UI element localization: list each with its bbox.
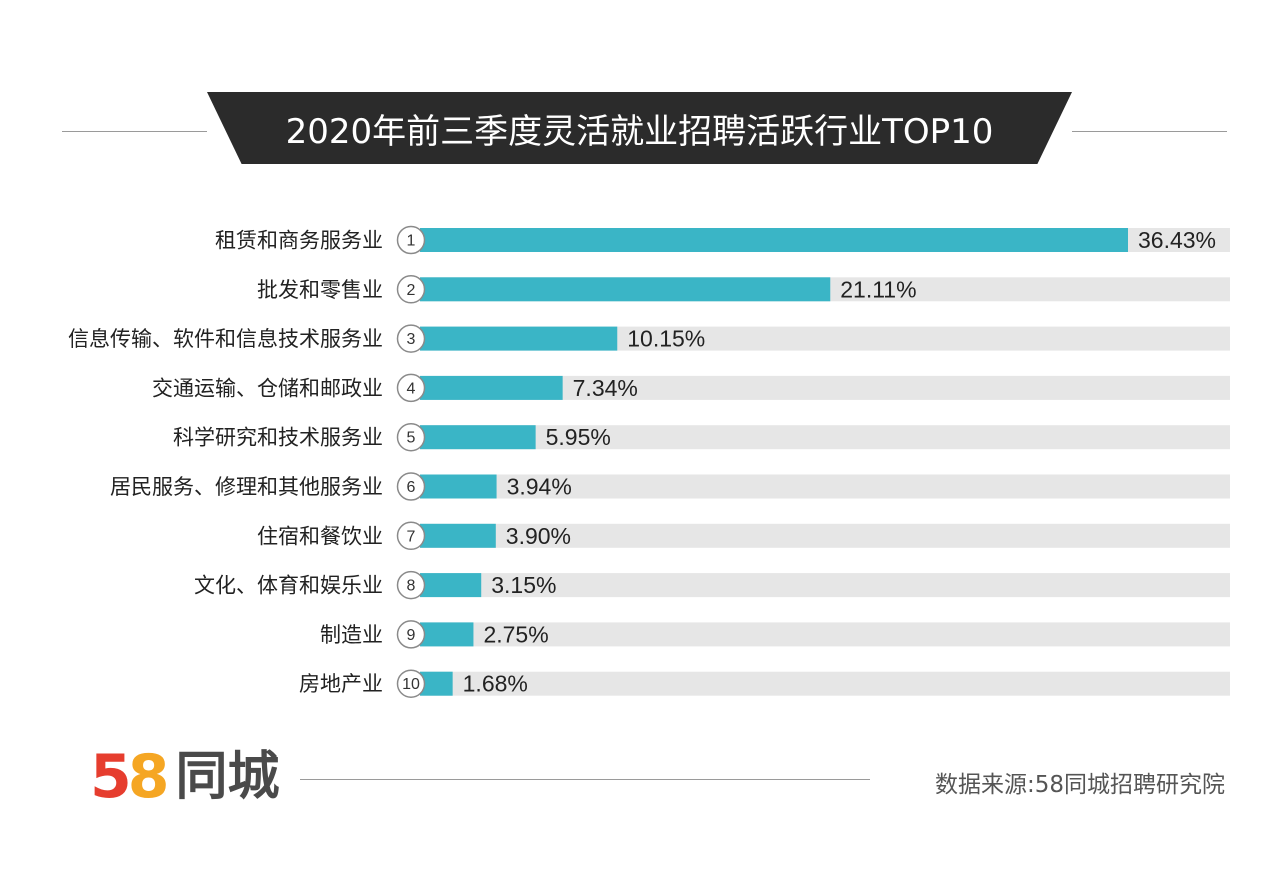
- logo-text: 同城: [175, 747, 280, 807]
- value-label: 3.90%: [506, 523, 571, 549]
- rank-badge: [396, 275, 426, 304]
- title-rule-left: [62, 131, 207, 132]
- bar-track: [420, 622, 1230, 647]
- rank-badge: [396, 422, 426, 452]
- value-label: 10.15%: [627, 326, 705, 352]
- bar: [420, 474, 497, 499]
- bar: [420, 375, 563, 400]
- bar: [420, 277, 831, 302]
- bar-track: [420, 671, 1230, 696]
- footer-rule: [300, 779, 870, 780]
- bar: [420, 523, 496, 548]
- 58-tongcheng-logo: 58 同城: [90, 742, 280, 812]
- rank-number: 1: [407, 233, 416, 250]
- rank-number: 9: [407, 627, 416, 644]
- logo-number: 58: [90, 742, 170, 812]
- rank-number: 4: [407, 380, 416, 397]
- title-banner: 2020年前三季度灵活就业招聘活跃行业TOP10: [207, 92, 1072, 164]
- category-label: 科学研究和技术服务业: [173, 426, 383, 450]
- category-label: 租赁和商务服务业: [215, 229, 383, 253]
- value-label: 3.15%: [491, 572, 556, 598]
- value-label: 5.95%: [546, 424, 611, 450]
- category-label: 居民服务、修理和其他服务业: [110, 475, 383, 499]
- category-label: 住宿和餐饮业: [257, 524, 383, 548]
- rank-badge: [396, 324, 426, 353]
- category-label: 交通运输、仓储和邮政业: [152, 376, 383, 400]
- bar: [420, 326, 618, 351]
- category-label: 文化、体育和娱乐业: [194, 574, 383, 598]
- rank-number: 2: [407, 282, 416, 299]
- category-label: 房地产业: [299, 672, 383, 696]
- rank-number: 6: [407, 479, 416, 496]
- title-rule-right: [1072, 131, 1227, 132]
- rank-number: 8: [407, 578, 416, 595]
- rank-badge: [396, 570, 426, 600]
- rank-badge: [396, 472, 426, 501]
- data-source: 数据来源:58同城招聘研究院: [934, 772, 1225, 798]
- value-label: 3.94%: [507, 474, 572, 500]
- category-label: 信息传输、软件和信息技术服务业: [68, 327, 383, 351]
- bar-track: [420, 523, 1230, 548]
- bar: [420, 622, 474, 647]
- rank-badge: [396, 225, 426, 255]
- logo-digit-8: 8: [127, 742, 170, 812]
- value-label: 21.11%: [840, 276, 916, 302]
- value-label: 1.68%: [463, 671, 528, 697]
- rank-number: 10: [402, 676, 420, 693]
- rank-badge: [396, 373, 426, 403]
- logo-digit-5: 5: [90, 742, 132, 812]
- bar: [420, 671, 453, 696]
- category-label: 制造业: [320, 623, 383, 647]
- category-label: 批发和零售业: [257, 278, 383, 302]
- page-title: 2020年前三季度灵活就业招聘活跃行业TOP10: [285, 111, 994, 152]
- bar-track: [420, 474, 1230, 499]
- value-label: 7.34%: [573, 375, 638, 401]
- rank-number: 7: [407, 528, 416, 545]
- rank-badge: [396, 620, 426, 649]
- bar: [420, 228, 1128, 252]
- rank-number: 5: [407, 430, 416, 447]
- bar-track: [420, 573, 1230, 598]
- bar: [420, 425, 536, 450]
- bar: [420, 573, 482, 598]
- rank-badge: [396, 521, 426, 551]
- value-label: 2.75%: [483, 621, 548, 647]
- bar-track: [420, 425, 1230, 450]
- rank-badge: [396, 669, 426, 698]
- rank-number: 3: [407, 331, 416, 348]
- value-label: 36.43%: [1138, 227, 1216, 253]
